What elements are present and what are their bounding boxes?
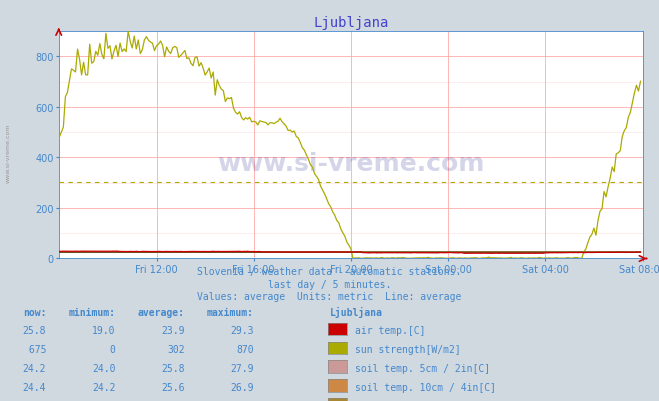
Text: Values: average  Units: metric  Line: average: Values: average Units: metric Line: aver… [197, 292, 462, 302]
Text: www.si-vreme.com: www.si-vreme.com [6, 123, 11, 182]
Text: minimum:: minimum: [69, 307, 115, 317]
Text: 24.2: 24.2 [22, 363, 46, 373]
Title: Ljubljana: Ljubljana [313, 16, 389, 30]
Text: last day / 5 minutes.: last day / 5 minutes. [268, 279, 391, 289]
Text: Slovenia / weather data - automatic stations.: Slovenia / weather data - automatic stat… [197, 267, 462, 277]
Text: average:: average: [138, 307, 185, 317]
Text: 675: 675 [22, 344, 46, 354]
Text: now:: now: [22, 307, 46, 317]
Text: 25.8: 25.8 [22, 326, 46, 336]
Text: sun strength[W/m2]: sun strength[W/m2] [355, 344, 460, 354]
Text: 27.9: 27.9 [230, 363, 254, 373]
Text: soil temp. 5cm / 2in[C]: soil temp. 5cm / 2in[C] [355, 363, 490, 373]
Text: maximum:: maximum: [207, 307, 254, 317]
Text: 870: 870 [236, 344, 254, 354]
Text: 23.9: 23.9 [161, 326, 185, 336]
Text: 24.4: 24.4 [22, 382, 46, 392]
Text: 25.8: 25.8 [161, 363, 185, 373]
Text: 302: 302 [167, 344, 185, 354]
Text: 26.9: 26.9 [230, 382, 254, 392]
Text: www.si-vreme.com: www.si-vreme.com [217, 152, 484, 176]
Text: air temp.[C]: air temp.[C] [355, 326, 425, 336]
Text: 25.6: 25.6 [161, 382, 185, 392]
Text: 0: 0 [109, 344, 115, 354]
Text: 29.3: 29.3 [230, 326, 254, 336]
Text: 24.2: 24.2 [92, 382, 115, 392]
Text: soil temp. 10cm / 4in[C]: soil temp. 10cm / 4in[C] [355, 382, 496, 392]
Text: 19.0: 19.0 [92, 326, 115, 336]
Text: 24.0: 24.0 [92, 363, 115, 373]
Text: Ljubljana: Ljubljana [330, 306, 382, 317]
